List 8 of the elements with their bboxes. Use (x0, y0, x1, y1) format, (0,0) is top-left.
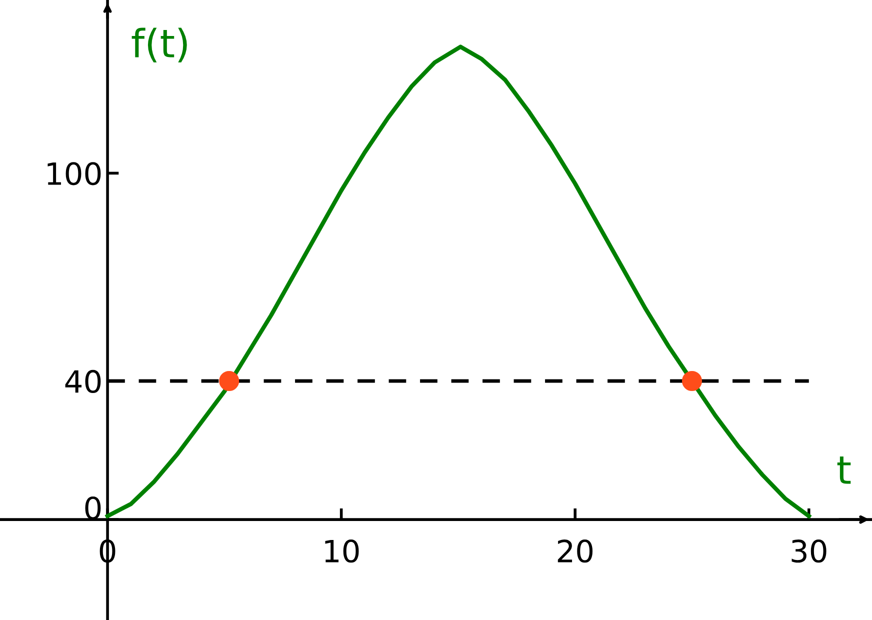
y-tick-label: 0 (85, 496, 101, 520)
x-tick-label: 20 (558, 540, 593, 563)
y-tick-label: 100 (48, 162, 101, 186)
x-axis-title: t (837, 456, 851, 484)
y-axis-title: f(t) (132, 28, 187, 62)
y-tick-label: 40 (65, 370, 101, 394)
x-tick-label: 10 (325, 540, 359, 563)
x-tick-label: 30 (792, 540, 826, 563)
